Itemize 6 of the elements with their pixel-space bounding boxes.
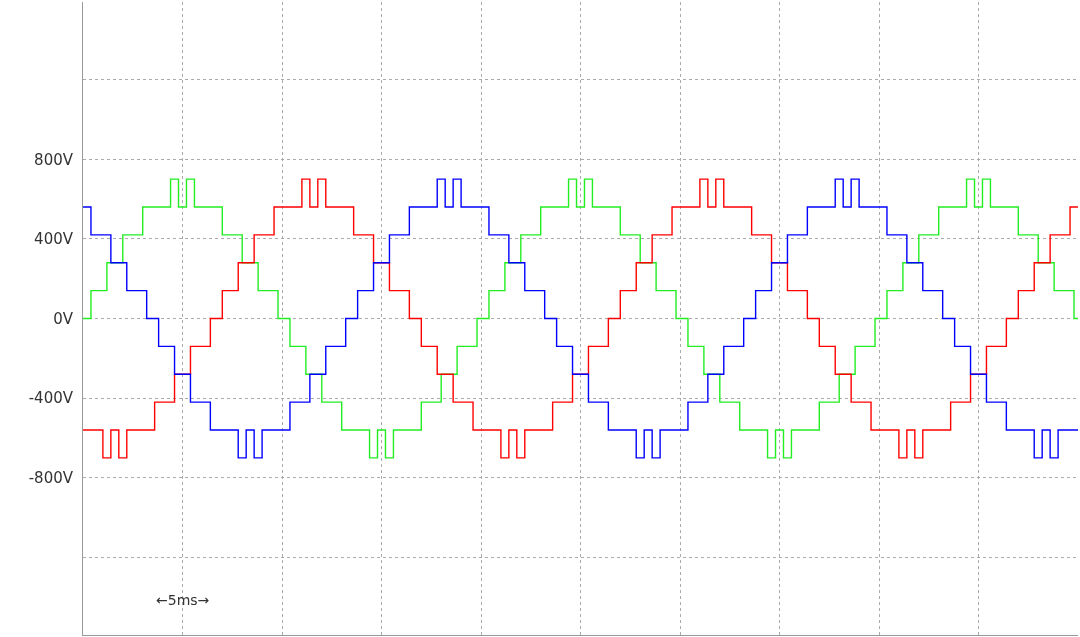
y-tick-label: 800V: [34, 150, 74, 169]
annotation: ←5ms→: [156, 592, 210, 608]
y-tick-label: -800V: [28, 469, 74, 487]
y-tick-label: 0V: [53, 309, 74, 328]
y-tick-label: 400V: [34, 230, 74, 249]
y-tick-label: -400V: [28, 389, 74, 408]
